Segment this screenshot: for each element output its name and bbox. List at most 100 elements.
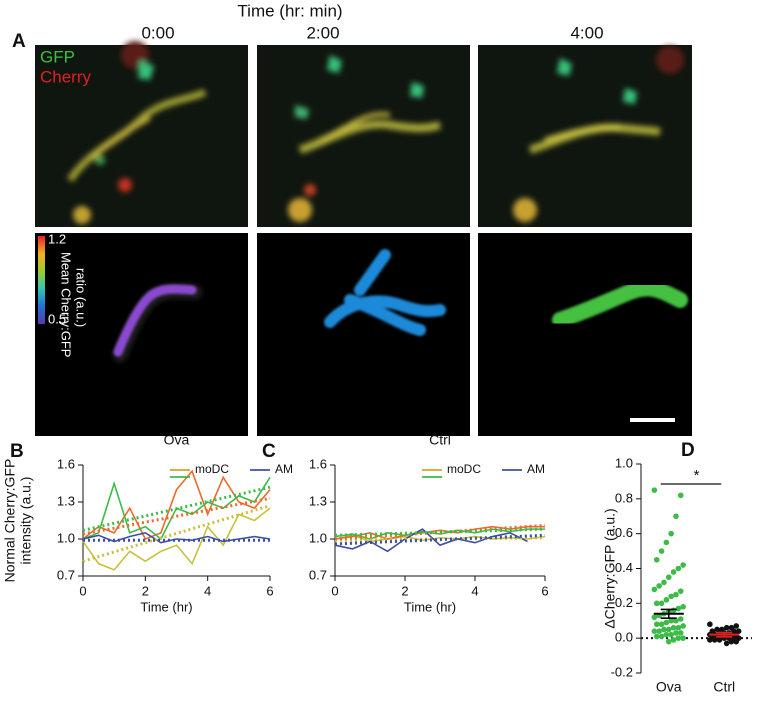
data-point <box>675 624 682 631</box>
series-line <box>82 469 271 541</box>
series-line <box>82 531 271 544</box>
panel-label: D <box>681 440 695 461</box>
data-point <box>711 637 718 643</box>
data-point <box>716 637 723 643</box>
x-tick-label: 6 <box>266 583 273 598</box>
y-tick-label: 1.0 <box>615 455 633 470</box>
y-tick-label: 0.6 <box>615 525 633 540</box>
significance: * <box>694 467 700 484</box>
data-point <box>707 621 713 628</box>
fit-line <box>82 485 271 532</box>
data-point <box>673 513 679 520</box>
data-point <box>651 487 658 493</box>
colorbar-label: ratio (a.u.) <box>74 268 89 327</box>
time-header: Time (hr: min) <box>237 1 342 20</box>
data-point <box>661 579 667 586</box>
x-tick-label: 0 <box>79 583 86 598</box>
data-point <box>653 633 660 640</box>
data-point <box>653 621 660 628</box>
data-point <box>677 630 684 636</box>
data-point <box>665 638 672 645</box>
legend-label: moDC <box>195 462 229 476</box>
data-point <box>733 623 740 629</box>
legend-label: AM <box>527 462 545 476</box>
data-point <box>651 628 658 634</box>
error-bar <box>660 608 677 619</box>
fit-line <box>82 496 271 536</box>
micrograph <box>35 41 248 227</box>
data-point <box>668 593 674 600</box>
y-tick-label: 0.7 <box>309 567 327 582</box>
surface-render <box>257 233 470 436</box>
data-point <box>677 492 684 499</box>
data-point <box>663 631 670 638</box>
data-point <box>723 624 730 631</box>
y-tick-label: 1.3 <box>57 493 75 508</box>
y-tick-label: 1.3 <box>309 493 327 508</box>
data-point <box>675 635 682 641</box>
x-tick-label: 4 <box>204 583 211 598</box>
data-point <box>656 583 662 589</box>
data-point <box>658 600 665 607</box>
data-point <box>673 617 679 624</box>
data-point <box>728 638 735 645</box>
data-point <box>670 624 677 631</box>
data-point <box>675 565 682 572</box>
data-point <box>658 621 665 628</box>
timepoint: 0:00 <box>141 23 174 42</box>
chart-title: Ctrl <box>429 432 451 448</box>
y-tick-label: 1.6 <box>309 456 327 471</box>
data-point <box>653 600 660 607</box>
data-point <box>675 605 682 612</box>
data-point <box>665 626 672 633</box>
channel-label: Cherry <box>40 67 92 86</box>
data-point <box>670 637 677 643</box>
data-point <box>663 539 670 546</box>
data-point <box>723 640 730 647</box>
micrograph <box>257 45 470 227</box>
y-tick-label: 0.7 <box>57 567 75 582</box>
data-point <box>733 638 740 645</box>
x-tick-label: 4 <box>471 583 478 598</box>
y-tick-label: 0.2 <box>615 595 633 610</box>
x-tick-label: 6 <box>541 583 548 598</box>
y-tick-label: 0.0 <box>615 630 633 645</box>
y-tick-label: 1.0 <box>57 530 75 545</box>
x-tick-label: Ova <box>656 679 682 695</box>
data-point <box>680 635 686 641</box>
data-point <box>656 628 662 634</box>
channel-label: GFP <box>40 47 75 66</box>
fit-line <box>334 527 546 537</box>
y-axis-label: intensity (a.u.) <box>18 477 34 565</box>
y-axis-label: ΔCherry:GFP (a.u.) <box>602 508 618 628</box>
data-point <box>668 631 674 638</box>
timepoint: 2:00 <box>306 23 339 42</box>
data-point <box>677 588 684 594</box>
chart-title: Ova <box>164 432 190 448</box>
data-point <box>661 626 667 633</box>
data-point <box>707 637 713 643</box>
micrograph <box>478 45 692 227</box>
legend-label: AM <box>275 462 293 476</box>
data-point <box>673 630 679 636</box>
data-point <box>658 548 665 554</box>
x-tick-label: 2 <box>401 583 408 598</box>
panel-label: A <box>12 31 26 52</box>
panel-label: B <box>10 441 24 462</box>
y-tick-label: 1.0 <box>309 530 327 545</box>
data-point <box>658 633 665 640</box>
data-point <box>668 617 674 624</box>
data-point <box>663 619 670 626</box>
legend-label: moDC <box>447 462 481 476</box>
y-tick-label: -0.2 <box>611 664 633 679</box>
y-tick-label: 1.6 <box>57 456 75 471</box>
x-tick-label: 0 <box>331 583 338 598</box>
data-point <box>668 530 674 537</box>
series-line <box>82 507 271 571</box>
surface-render <box>478 233 692 436</box>
data-point <box>670 607 677 614</box>
timepoint: 4:00 <box>570 23 603 42</box>
y-tick-label: 0.4 <box>615 560 633 575</box>
